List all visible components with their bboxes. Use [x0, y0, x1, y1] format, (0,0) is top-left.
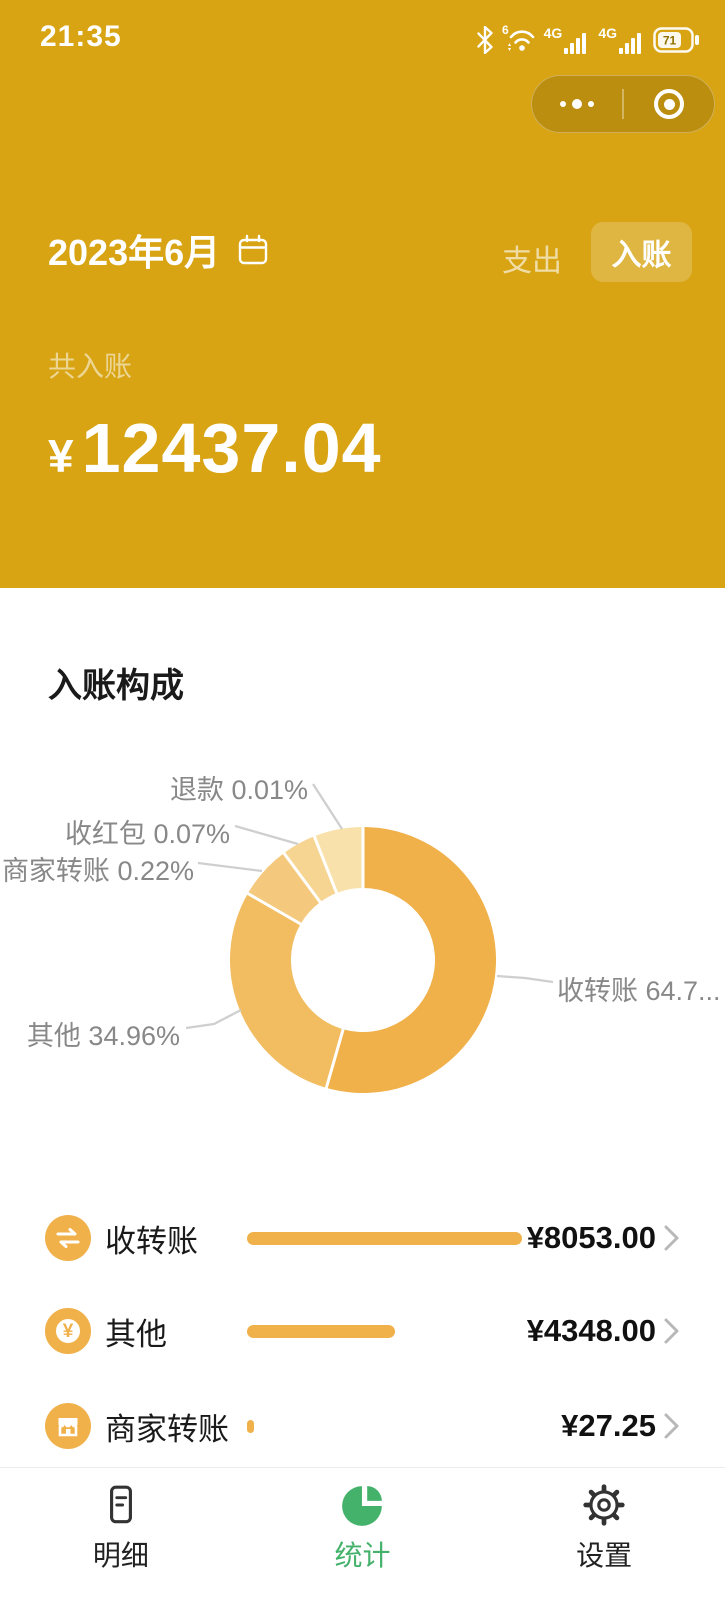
donut-slice-1 [230, 893, 344, 1088]
chart-label-redpacket: 收红包 0.07% [64, 819, 230, 849]
bluetooth-icon [476, 26, 493, 54]
stats-icon [341, 1486, 382, 1526]
currency-symbol: ¥ [48, 430, 74, 482]
close-minimize-button[interactable] [624, 76, 714, 132]
breakdown-row-other[interactable]: ¥ 其他 ¥4348.00 [0, 1285, 725, 1377]
signal-4g-sim2: 4G [598, 26, 645, 54]
more-button[interactable] [532, 76, 622, 132]
calendar-icon [238, 234, 268, 265]
section-title: 入账构成 [48, 667, 184, 705]
svg-text:6: 6 [502, 24, 509, 37]
chart-label-refund: 退款 0.01% [169, 775, 308, 805]
amount-bar [247, 1231, 522, 1245]
yuan-icon: ¥ [45, 1308, 91, 1354]
content-sheet [0, 588, 725, 1600]
merchant-icon [45, 1403, 91, 1449]
miniprogram-capsule [531, 75, 715, 133]
tab-label: 设置 [576, 1540, 633, 1571]
tab-details[interactable]: 明细 [0, 1468, 242, 1600]
clock: 21:35 [40, 20, 122, 53]
total-income-label: 共入账 [48, 351, 133, 382]
settings-icon [583, 1484, 625, 1526]
tab-settings[interactable]: 设置 [483, 1468, 725, 1600]
total-amount-value: 12437.04 [81, 409, 382, 487]
breakdown-row-merchant[interactable]: 商家转账 ¥27.25 [0, 1380, 725, 1472]
month-selector[interactable]: 2023年6月 [48, 224, 270, 276]
breakdown-row-transfer[interactable]: 收转账 ¥8053.00 [0, 1192, 725, 1284]
bottom-tab-bar: 明细 统计 设置 [0, 1467, 725, 1600]
donut-slice-0 [326, 827, 496, 1093]
signal-4g-sim1: 4G [544, 26, 591, 54]
month-label: 2023年6月 [48, 232, 221, 273]
ellipsis-icon [560, 99, 594, 109]
tab-expense[interactable]: 支出 [502, 245, 562, 278]
tab-label: 统计 [334, 1540, 391, 1571]
row-amount: ¥8053.00 [526, 1220, 656, 1255]
chart-label-transfer: 收转账 64.7... [557, 976, 721, 1006]
capsule-divider [622, 89, 624, 119]
battery-icon: 71 [653, 27, 699, 53]
chart-label-other: 其他 34.96% [26, 1021, 180, 1051]
detail-icon [109, 1485, 132, 1524]
svg-text:71: 71 [663, 34, 677, 48]
donut-slice-2 [247, 853, 321, 924]
donut-slice-4 [314, 827, 363, 894]
status-icons: 6 4G 4G 71 [476, 22, 699, 54]
donut-slice-3 [283, 836, 337, 903]
amount-bar [247, 1324, 395, 1338]
income-donut-chart [185, 783, 554, 1093]
transfer-icon [45, 1215, 91, 1261]
chevron-right-icon [664, 1225, 679, 1251]
leader-lines [185, 783, 554, 1030]
target-icon [654, 89, 684, 119]
chevron-right-icon [664, 1318, 679, 1344]
row-label: 其他 [105, 1316, 167, 1352]
row-amount: ¥27.25 [561, 1408, 656, 1443]
amount-bar [247, 1419, 254, 1433]
chart-label-merchant: 商家转账 0.22% [1, 856, 194, 886]
tab-label: 明细 [92, 1540, 149, 1571]
row-label: 收转账 [105, 1223, 198, 1259]
total-income-amount: ¥ 12437.04 [48, 408, 382, 488]
tab-statistics[interactable]: 统计 [242, 1468, 484, 1600]
wifi6-icon: 6 [502, 24, 534, 51]
row-amount: ¥4348.00 [526, 1313, 656, 1348]
row-label: 商家转账 [105, 1411, 229, 1447]
tab-income[interactable]: 入账 [591, 222, 692, 282]
chevron-right-icon [664, 1413, 679, 1439]
